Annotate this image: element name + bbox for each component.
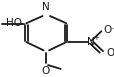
Text: O: O: [105, 48, 113, 58]
Text: O: O: [103, 25, 111, 35]
Text: O: O: [41, 66, 49, 76]
Text: ⁻: ⁻: [109, 26, 114, 35]
Text: +: +: [93, 35, 99, 41]
Text: N: N: [86, 37, 93, 47]
Text: N: N: [42, 2, 50, 12]
Text: HO: HO: [5, 18, 21, 28]
